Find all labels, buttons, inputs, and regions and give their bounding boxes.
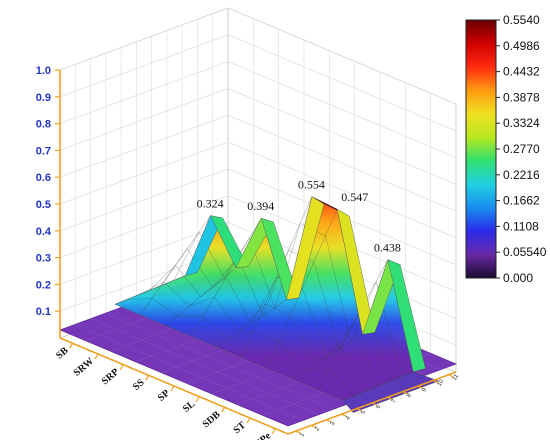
colorbar-tick-label: 0.5540 (503, 13, 540, 27)
y-tick (417, 385, 424, 389)
x-tick (170, 385, 175, 392)
y-tick-label: 5 (360, 409, 367, 415)
colorbar-tick-label: 0.4432 (503, 65, 540, 79)
y-tick (341, 413, 347, 417)
y-tick-label: 4 (345, 415, 352, 421)
y-tick-label: 11 (452, 373, 461, 382)
surface-tail (342, 371, 440, 413)
annotation-label: 0.324 (197, 197, 224, 211)
surface-gridline (140, 215, 211, 316)
surface-gridline (266, 209, 338, 369)
x-tick (94, 353, 99, 360)
colorbar-tick-label: 0.1662 (503, 194, 540, 208)
surface-gridline (138, 281, 367, 391)
y-tick (295, 430, 301, 434)
x-tick-label: SRW (72, 356, 96, 379)
surface-gridline (317, 259, 389, 390)
floor-gridline (90, 318, 319, 415)
annotation-label: 0.394 (247, 199, 274, 213)
y-tick-label: 1 (299, 432, 306, 438)
annotation-label: 0.438 (374, 241, 401, 255)
x-tick-label: ST (231, 420, 248, 437)
y-tick (387, 396, 393, 400)
z-tick-label: 0.3 (36, 253, 51, 265)
colorbar-tick-label: 0.000 (503, 271, 533, 285)
surface-gridline (292, 334, 363, 380)
x-tick-label: SP (156, 388, 172, 404)
x-tick (221, 407, 226, 413)
x-tick (195, 396, 200, 402)
y-tick (448, 374, 454, 378)
annotation-label: 0.547 (341, 190, 368, 204)
colorbar-tick-label: 0.3324 (503, 116, 540, 130)
floor-gridline (120, 307, 350, 404)
z-tick-label: 1.0 (36, 65, 51, 77)
x-tick-label: SDB (201, 409, 223, 430)
z-tick-label: 0.6 (36, 172, 51, 184)
y-tick (356, 408, 362, 412)
z-tick-label: 0.7 (36, 145, 51, 157)
surface-gridline (149, 264, 379, 387)
y-tick-label: 3 (330, 420, 337, 426)
surface-cap (387, 259, 426, 372)
colorbar-tick-label: 0.4986 (503, 39, 540, 53)
x-tick (246, 417, 251, 424)
x-tick (271, 428, 276, 434)
z-tick-label: 0.8 (36, 119, 51, 131)
colorbar-tick-label: 0.1108 (503, 219, 539, 233)
y-tick (432, 379, 439, 384)
y-tick-label: 8 (406, 392, 413, 398)
y-tick (310, 424, 317, 429)
surface-gridline (114, 275, 186, 305)
colorbar: 0.5540 0.4986 0.4432 0.3878 0.3324 0.2770 0.22… (465, 13, 547, 285)
colorbar-tick-label: 0.2216 (503, 168, 540, 182)
y-tick (402, 391, 408, 395)
peak-annotations: 0.324 0.394 0.554 0.547 0.438 (197, 178, 401, 255)
surface-gridline (190, 218, 262, 337)
x-tick-label: SB (54, 345, 71, 362)
x-tick-label: SL (181, 398, 198, 415)
z-tick-label: 0.5 (36, 199, 51, 211)
z-tick-label: 0.4 (36, 226, 52, 238)
x-tick-label: SS (131, 377, 147, 393)
z-tick-label: 0.2 (36, 279, 51, 291)
y-tick (371, 402, 378, 406)
z-tick-label: 0.1 (36, 306, 51, 318)
floor-gridline (105, 312, 334, 410)
colorbar-tick-label: 0.2770 (503, 142, 540, 156)
surface-gridline (241, 196, 313, 358)
y-tick-label: 10 (437, 378, 446, 387)
colorbar-tick-label: 0.05540 (503, 245, 547, 259)
y-tick (325, 419, 332, 423)
annotation-label: 0.554 (298, 178, 325, 192)
data-surface (114, 196, 440, 413)
floor-gridline (75, 324, 304, 421)
z-tick-label: 0.9 (36, 92, 51, 104)
x-tick (145, 375, 150, 381)
surface-gridline (216, 299, 287, 348)
y-tick-label: 7 (391, 398, 398, 404)
surface-gridline (126, 298, 355, 396)
x-tick (69, 343, 74, 349)
x-tick-label: SPe (254, 430, 274, 440)
y-tick-label: 9 (421, 387, 428, 393)
y-tick-label: 6 (376, 404, 383, 410)
colorbar-scale (465, 19, 497, 279)
surface-gridline (165, 267, 237, 326)
y-tick-label: 2 (314, 426, 321, 432)
x-tick-label: SRP (100, 367, 122, 388)
x-tick (119, 364, 124, 370)
colorbar-tick-label: 0.3878 (503, 90, 540, 104)
